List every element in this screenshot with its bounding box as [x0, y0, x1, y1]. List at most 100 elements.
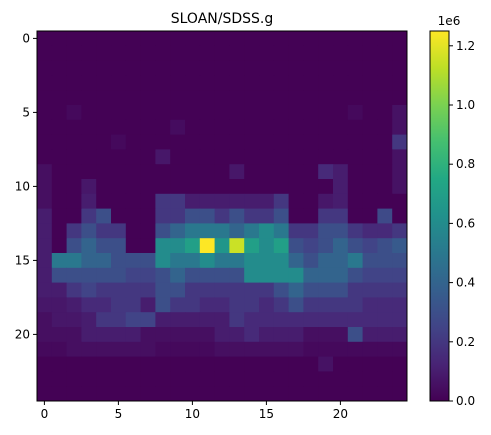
heatmap-cell — [259, 297, 275, 313]
heatmap-cell — [244, 312, 260, 328]
heatmap-cell — [96, 31, 112, 47]
heatmap-cell — [229, 90, 245, 106]
heatmap-cell — [96, 327, 112, 343]
heatmap-cell — [333, 267, 349, 283]
heatmap-cell — [185, 371, 201, 387]
heatmap-cell — [199, 267, 215, 283]
heatmap-cell — [288, 208, 304, 224]
heatmap-cell — [362, 149, 378, 165]
heatmap-cell — [377, 356, 393, 372]
heatmap-cell — [155, 75, 171, 91]
heatmap-cell — [96, 297, 112, 313]
heatmap-cell — [244, 164, 260, 180]
heatmap-cell — [273, 208, 289, 224]
heatmap-cell — [81, 327, 97, 343]
heatmap-cell — [155, 179, 171, 195]
heatmap-cell — [37, 253, 53, 269]
heatmap-cell — [96, 386, 112, 402]
heatmap-cell — [81, 282, 97, 298]
heatmap-cell — [66, 60, 82, 76]
heatmap-cell — [259, 356, 275, 372]
heatmap-cell — [66, 253, 82, 269]
heatmap-cell — [155, 238, 171, 254]
heatmap-cell — [155, 297, 171, 313]
heatmap-cell — [185, 297, 201, 313]
plot-frame — [36, 30, 408, 402]
heatmap-cell — [333, 179, 349, 195]
heatmap-cell — [51, 371, 67, 387]
heatmap-cell — [214, 164, 230, 180]
heatmap-cell — [37, 119, 53, 135]
heatmap-cell — [125, 193, 141, 209]
heatmap-cell — [81, 60, 97, 76]
heatmap-cell — [347, 31, 363, 47]
heatmap-cell — [199, 356, 215, 372]
heatmap-cell — [347, 267, 363, 283]
heatmap-cell — [111, 341, 127, 357]
y-tick-label: 0 — [22, 31, 30, 45]
heatmap-cell — [199, 386, 215, 402]
heatmap-cell — [362, 90, 378, 106]
heatmap-cell — [362, 267, 378, 283]
heatmap-cell — [140, 179, 156, 195]
heatmap-cell — [170, 282, 186, 298]
heatmap-cell — [377, 297, 393, 313]
heatmap-cell — [229, 193, 245, 209]
heatmap-cell — [51, 149, 67, 165]
heatmap-cell — [362, 119, 378, 135]
heatmap-cell — [140, 31, 156, 47]
heatmap-cell — [51, 31, 67, 47]
heatmap-cell — [362, 341, 378, 357]
heatmap-cell — [333, 105, 349, 121]
heatmap-cell — [37, 356, 53, 372]
heatmap-cell — [199, 253, 215, 269]
heatmap-cell — [229, 327, 245, 343]
heatmap-cell — [303, 90, 319, 106]
heatmap-cell — [125, 297, 141, 313]
heatmap-cell — [214, 134, 230, 150]
heatmap-cell — [318, 119, 334, 135]
heatmap-cell — [333, 134, 349, 150]
heatmap-cell — [111, 238, 127, 254]
heatmap-cell — [155, 31, 171, 47]
heatmap-cell — [125, 223, 141, 239]
heatmap-cell — [362, 356, 378, 372]
heatmap-cell — [244, 356, 260, 372]
heatmap-cell — [51, 386, 67, 402]
heatmap-cell — [244, 297, 260, 313]
heatmap-cell — [185, 223, 201, 239]
heatmap-cell — [37, 45, 53, 61]
heatmap-cell — [125, 134, 141, 150]
heatmap-cell — [303, 312, 319, 328]
heatmap-cell — [273, 327, 289, 343]
heatmap-cell — [96, 238, 112, 254]
heatmap-cell — [185, 179, 201, 195]
heatmap-cell — [81, 267, 97, 283]
heatmap-cell — [377, 31, 393, 47]
heatmap-cell — [288, 179, 304, 195]
heatmap-cell — [347, 60, 363, 76]
heatmap-cell — [288, 193, 304, 209]
heatmap-cell — [111, 31, 127, 47]
heatmap-cell — [347, 134, 363, 150]
heatmap-cell — [303, 45, 319, 61]
heatmap-cell — [96, 149, 112, 165]
heatmap-cell — [66, 193, 82, 209]
heatmap-cell — [111, 297, 127, 313]
heatmap-cell — [288, 371, 304, 387]
heatmap-cell — [214, 75, 230, 91]
heatmap-cell — [185, 208, 201, 224]
heatmap-cell — [318, 193, 334, 209]
heatmap-cell — [303, 327, 319, 343]
heatmap-cell — [273, 371, 289, 387]
heatmap-cell — [185, 105, 201, 121]
heatmap-cell — [244, 341, 260, 357]
heatmap-cell — [333, 90, 349, 106]
heatmap-cell — [51, 75, 67, 91]
heatmap-cell — [229, 75, 245, 91]
heatmap-cell — [259, 312, 275, 328]
heatmap-cell — [392, 223, 408, 239]
heatmap-cell — [347, 327, 363, 343]
heatmap-cell — [392, 179, 408, 195]
heatmap-cell — [303, 75, 319, 91]
